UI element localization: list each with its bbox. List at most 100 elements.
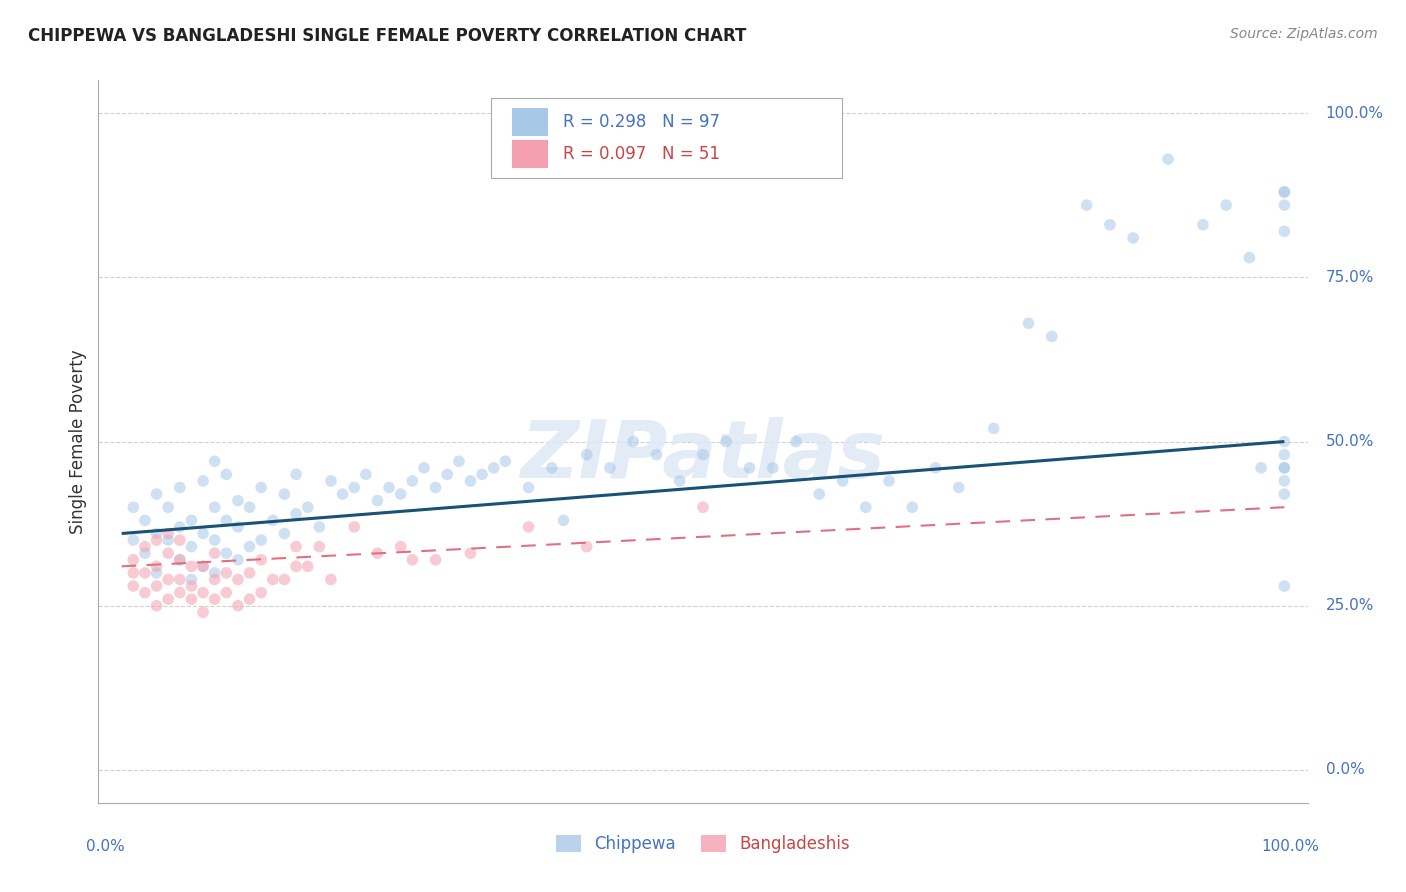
Point [983,421,1005,435]
Point [599,460,621,475]
Text: 100.0%: 100.0% [1261,838,1320,854]
Point [191,605,214,619]
Point [169,533,191,547]
Point [180,579,202,593]
Point [134,540,156,554]
Point [517,481,540,495]
Point [262,573,284,587]
Point [239,592,262,607]
Point [145,526,167,541]
Point [308,540,330,554]
Text: R = 0.097   N = 51: R = 0.097 N = 51 [562,145,720,163]
Point [297,559,319,574]
Point [134,546,156,560]
Point [250,481,273,495]
Point [226,520,249,534]
Point [226,599,249,613]
Point [319,474,342,488]
Point [134,513,156,527]
Point [180,592,202,607]
Point [1098,218,1121,232]
Point [1192,218,1215,232]
Point [901,500,924,515]
Point [180,513,202,527]
Point [1272,474,1295,488]
Point [157,573,180,587]
Point [191,526,214,541]
Point [436,467,458,482]
Point [389,487,412,501]
Point [145,487,167,501]
Text: 100.0%: 100.0% [1326,105,1384,120]
FancyBboxPatch shape [492,98,842,178]
Point [1272,434,1295,449]
Point [948,481,970,495]
Point [191,559,214,574]
Point [808,487,831,501]
Point [285,467,308,482]
Point [1272,185,1295,199]
Point [191,559,214,574]
Point [239,500,262,515]
Point [169,553,191,567]
Point [1272,185,1295,199]
Point [134,566,156,580]
Point [204,500,226,515]
Point [297,500,319,515]
Point [285,507,308,521]
Point [134,585,156,599]
Y-axis label: Single Female Poverty: Single Female Poverty [69,350,87,533]
Point [343,520,366,534]
Point [1122,231,1144,245]
Point [226,553,249,567]
Point [1018,316,1040,330]
Point [494,454,516,468]
Text: 0.0%: 0.0% [86,838,125,854]
Text: 50.0%: 50.0% [1326,434,1374,449]
Point [425,553,447,567]
Point [273,526,295,541]
Point [413,460,436,475]
Point [738,460,761,475]
Point [122,553,145,567]
Text: Source: ZipAtlas.com: Source: ZipAtlas.com [1230,27,1378,41]
Point [169,585,191,599]
Point [319,573,342,587]
Point [204,592,226,607]
Point [332,487,354,501]
Point [460,546,482,560]
FancyBboxPatch shape [512,109,548,136]
Point [540,460,562,475]
Point [145,559,167,574]
Point [517,520,540,534]
Point [1272,579,1295,593]
Point [145,566,167,580]
Point [180,573,202,587]
Point [145,599,167,613]
Point [285,540,308,554]
Point [204,454,226,468]
Point [122,566,145,580]
Text: 25.0%: 25.0% [1326,599,1374,613]
Point [215,585,238,599]
Point [122,500,145,515]
Point [169,553,191,567]
Point [1272,198,1295,212]
Point [366,546,388,560]
Point [250,533,273,547]
Point [1272,460,1295,475]
Point [692,448,714,462]
Point [785,434,807,449]
Text: 75.0%: 75.0% [1326,270,1374,285]
Point [343,481,366,495]
Point [482,460,505,475]
Point [157,533,180,547]
Point [1157,152,1180,166]
Point [239,566,262,580]
Point [575,448,598,462]
Point [180,540,202,554]
Point [169,573,191,587]
Point [169,481,191,495]
Point [204,573,226,587]
Point [273,573,295,587]
